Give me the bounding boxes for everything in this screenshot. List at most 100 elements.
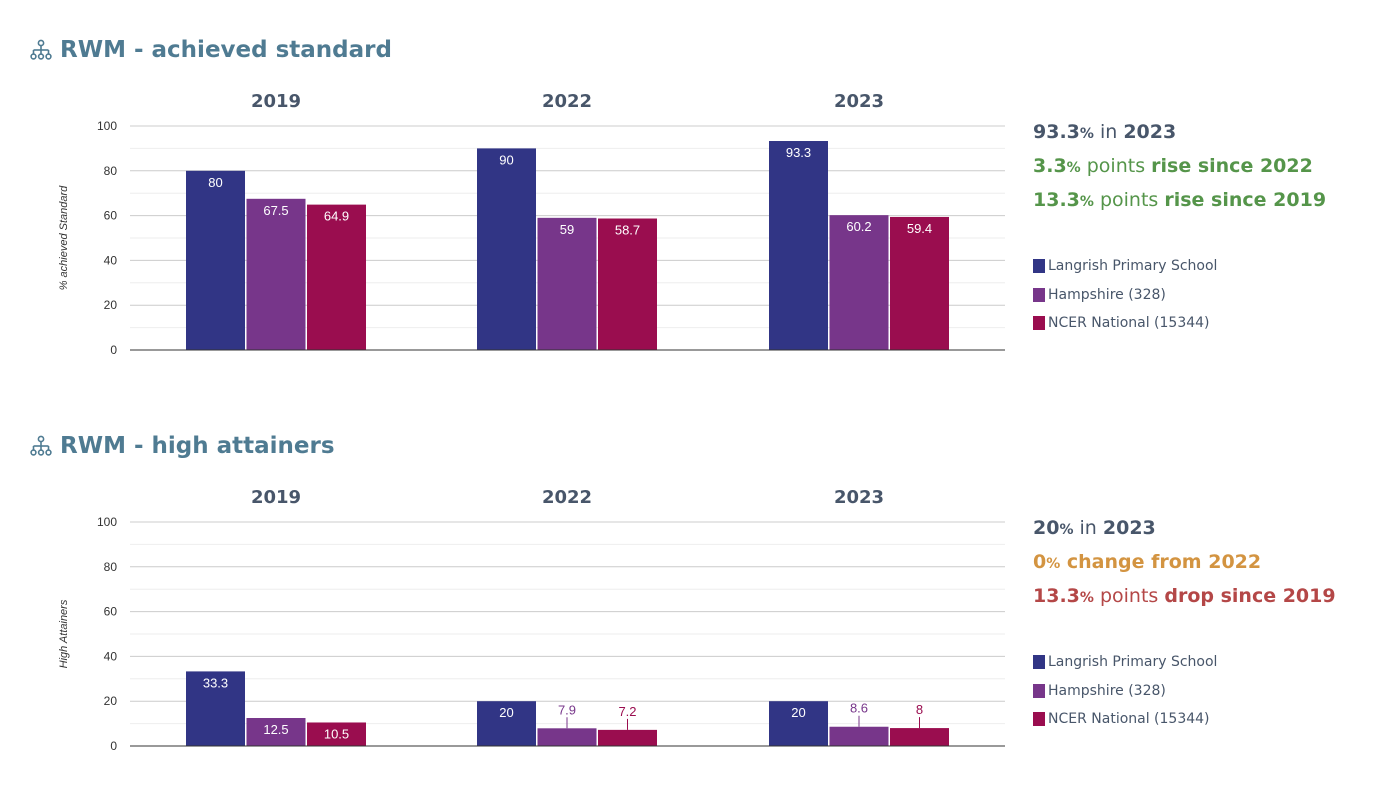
- data-label: 67.5: [263, 203, 288, 218]
- legend-item-national[interactable]: NCER National (15344): [1033, 705, 1217, 734]
- summary-pct: %: [1059, 522, 1074, 538]
- bar-school-2022[interactable]: [477, 148, 536, 350]
- panel-title: RWM - achieved standard: [30, 34, 392, 66]
- bar-national-2019[interactable]: [307, 204, 366, 350]
- data-label: 20: [499, 705, 513, 720]
- bar-school-2023[interactable]: [769, 141, 828, 350]
- bar-national-2023[interactable]: [890, 728, 949, 746]
- summary-pct: %: [1079, 590, 1094, 606]
- data-label: 8.6: [850, 701, 868, 716]
- y-tick-label: 40: [104, 253, 118, 267]
- y-tick-label: 20: [104, 694, 118, 708]
- y-tick-label: 100: [97, 119, 117, 133]
- category-label: 2019: [251, 487, 301, 508]
- summary-num: 0: [1033, 551, 1047, 573]
- summary-line: 0% change from 2022: [1033, 546, 1373, 580]
- bar-school-2022[interactable]: [477, 701, 536, 746]
- legend-item-school[interactable]: Langrish Primary School: [1033, 252, 1217, 281]
- data-label: 20: [791, 705, 805, 720]
- summary-strong: rise since 2019: [1164, 189, 1327, 211]
- bar-county-2022[interactable]: [537, 217, 597, 350]
- data-label: 33.3: [203, 675, 228, 690]
- y-tick-label: 60: [104, 605, 118, 619]
- data-label: 59: [560, 222, 574, 237]
- summary-line: 93.3% in 2023: [1033, 116, 1373, 150]
- legend-swatch: [1033, 655, 1045, 670]
- bar-county-2023[interactable]: [829, 726, 889, 746]
- data-label: 7.9: [558, 702, 576, 717]
- summary-line: 13.3% points rise since 2019: [1033, 184, 1373, 218]
- y-tick-label: 0: [110, 343, 117, 357]
- summary-stats: 20% in 2023 0% change from 2022 13.3% poin…: [1033, 512, 1373, 614]
- summary-strong: 2023: [1123, 121, 1177, 143]
- bar-school-2019[interactable]: [186, 170, 245, 350]
- summary-pct: %: [1066, 160, 1081, 176]
- panel-title: RWM - high attainers: [30, 430, 335, 462]
- panel-title-text: RWM - high attainers: [60, 433, 335, 459]
- bar-county-2019[interactable]: [246, 718, 306, 746]
- legend-item-school[interactable]: Langrish Primary School: [1033, 648, 1217, 677]
- y-tick-label: 20: [104, 298, 118, 312]
- data-label: 60.2: [846, 219, 871, 234]
- bar-national-2023[interactable]: [890, 216, 949, 350]
- y-axis-label: High Attainers: [58, 599, 70, 668]
- summary-stats: 93.3% in 2023 3.3% points rise since 2022…: [1033, 116, 1373, 218]
- legend-label: Langrish Primary School: [1048, 258, 1218, 275]
- bar-school-2023[interactable]: [769, 701, 828, 746]
- chart-legend: Langrish Primary School Hampshire (328) NC…: [1033, 648, 1217, 734]
- category-label: 2022: [542, 91, 592, 112]
- summary-num: 13.3: [1033, 585, 1080, 607]
- summary-strong: 2023: [1102, 517, 1156, 539]
- legend-label: NCER National (15344): [1048, 711, 1210, 728]
- y-tick-label: 80: [104, 560, 118, 574]
- data-label: 12.5: [263, 722, 288, 737]
- legend-swatch: [1033, 712, 1045, 727]
- legend-item-county[interactable]: Hampshire (328): [1033, 677, 1217, 706]
- legend-swatch: [1033, 259, 1045, 274]
- summary-strong: drop since 2019: [1164, 585, 1336, 607]
- hierarchy-icon[interactable]: [30, 435, 52, 457]
- panel-title-text: RWM - achieved standard: [60, 37, 392, 63]
- summary-plain: in: [1093, 121, 1124, 143]
- summary-num: 93.3: [1033, 121, 1080, 143]
- data-label: 80: [208, 175, 222, 190]
- summary-num: 13.3: [1033, 189, 1080, 211]
- data-label: 64.9: [324, 209, 349, 224]
- summary-num: 20: [1033, 517, 1060, 539]
- category-label: 2022: [542, 487, 592, 508]
- hierarchy-icon[interactable]: [30, 39, 52, 61]
- summary-plain: points: [1093, 585, 1165, 607]
- bar-county-2022[interactable]: [537, 728, 597, 746]
- legend-label: Hampshire (328): [1048, 682, 1166, 699]
- bar-chart: 0 20 40 60 80 100 % achieved Standard 2019 2022 2…: [58, 91, 1005, 357]
- legend-item-county[interactable]: Hampshire (328): [1033, 281, 1217, 310]
- summary-line: 13.3% points drop since 2019: [1033, 580, 1373, 614]
- legend-label: NCER National (15344): [1048, 315, 1210, 332]
- bar-school-2019[interactable]: [186, 671, 245, 746]
- category-label: 2023: [834, 91, 884, 112]
- y-tick-label: 100: [97, 515, 117, 529]
- chart-panel-achieved-standard: RWM - achieved standard 0 20 40 60 80 100 % ac…: [0, 0, 1380, 396]
- bar-national-2022[interactable]: [598, 218, 657, 350]
- bar-county-2023[interactable]: [829, 215, 889, 350]
- category-label: 2023: [834, 487, 884, 508]
- legend-swatch: [1033, 287, 1045, 302]
- legend-item-national[interactable]: NCER National (15344): [1033, 309, 1217, 338]
- bar-chart: 0 20 40 60 80 100 High Attainers 2019 2022 2023 33…: [58, 487, 1005, 753]
- summary-strong: rise since 2022: [1151, 155, 1313, 177]
- bar-national-2022[interactable]: [598, 729, 657, 746]
- summary-plain: points: [1093, 189, 1165, 211]
- bar-county-2019[interactable]: [246, 198, 306, 350]
- data-label: 93.3: [786, 145, 811, 160]
- bar-national-2019[interactable]: [307, 722, 366, 746]
- summary-plain: in: [1073, 517, 1103, 539]
- category-label: 2019: [251, 91, 301, 112]
- summary-pct: %: [1079, 126, 1094, 142]
- summary-strong: change from 2022: [1060, 551, 1262, 573]
- legend-label: Hampshire (328): [1048, 286, 1166, 303]
- y-tick-label: 60: [104, 209, 118, 223]
- legend-swatch: [1033, 683, 1045, 698]
- data-label: 59.4: [907, 221, 932, 236]
- data-label: 7.2: [618, 704, 636, 719]
- data-label: 8: [916, 702, 923, 717]
